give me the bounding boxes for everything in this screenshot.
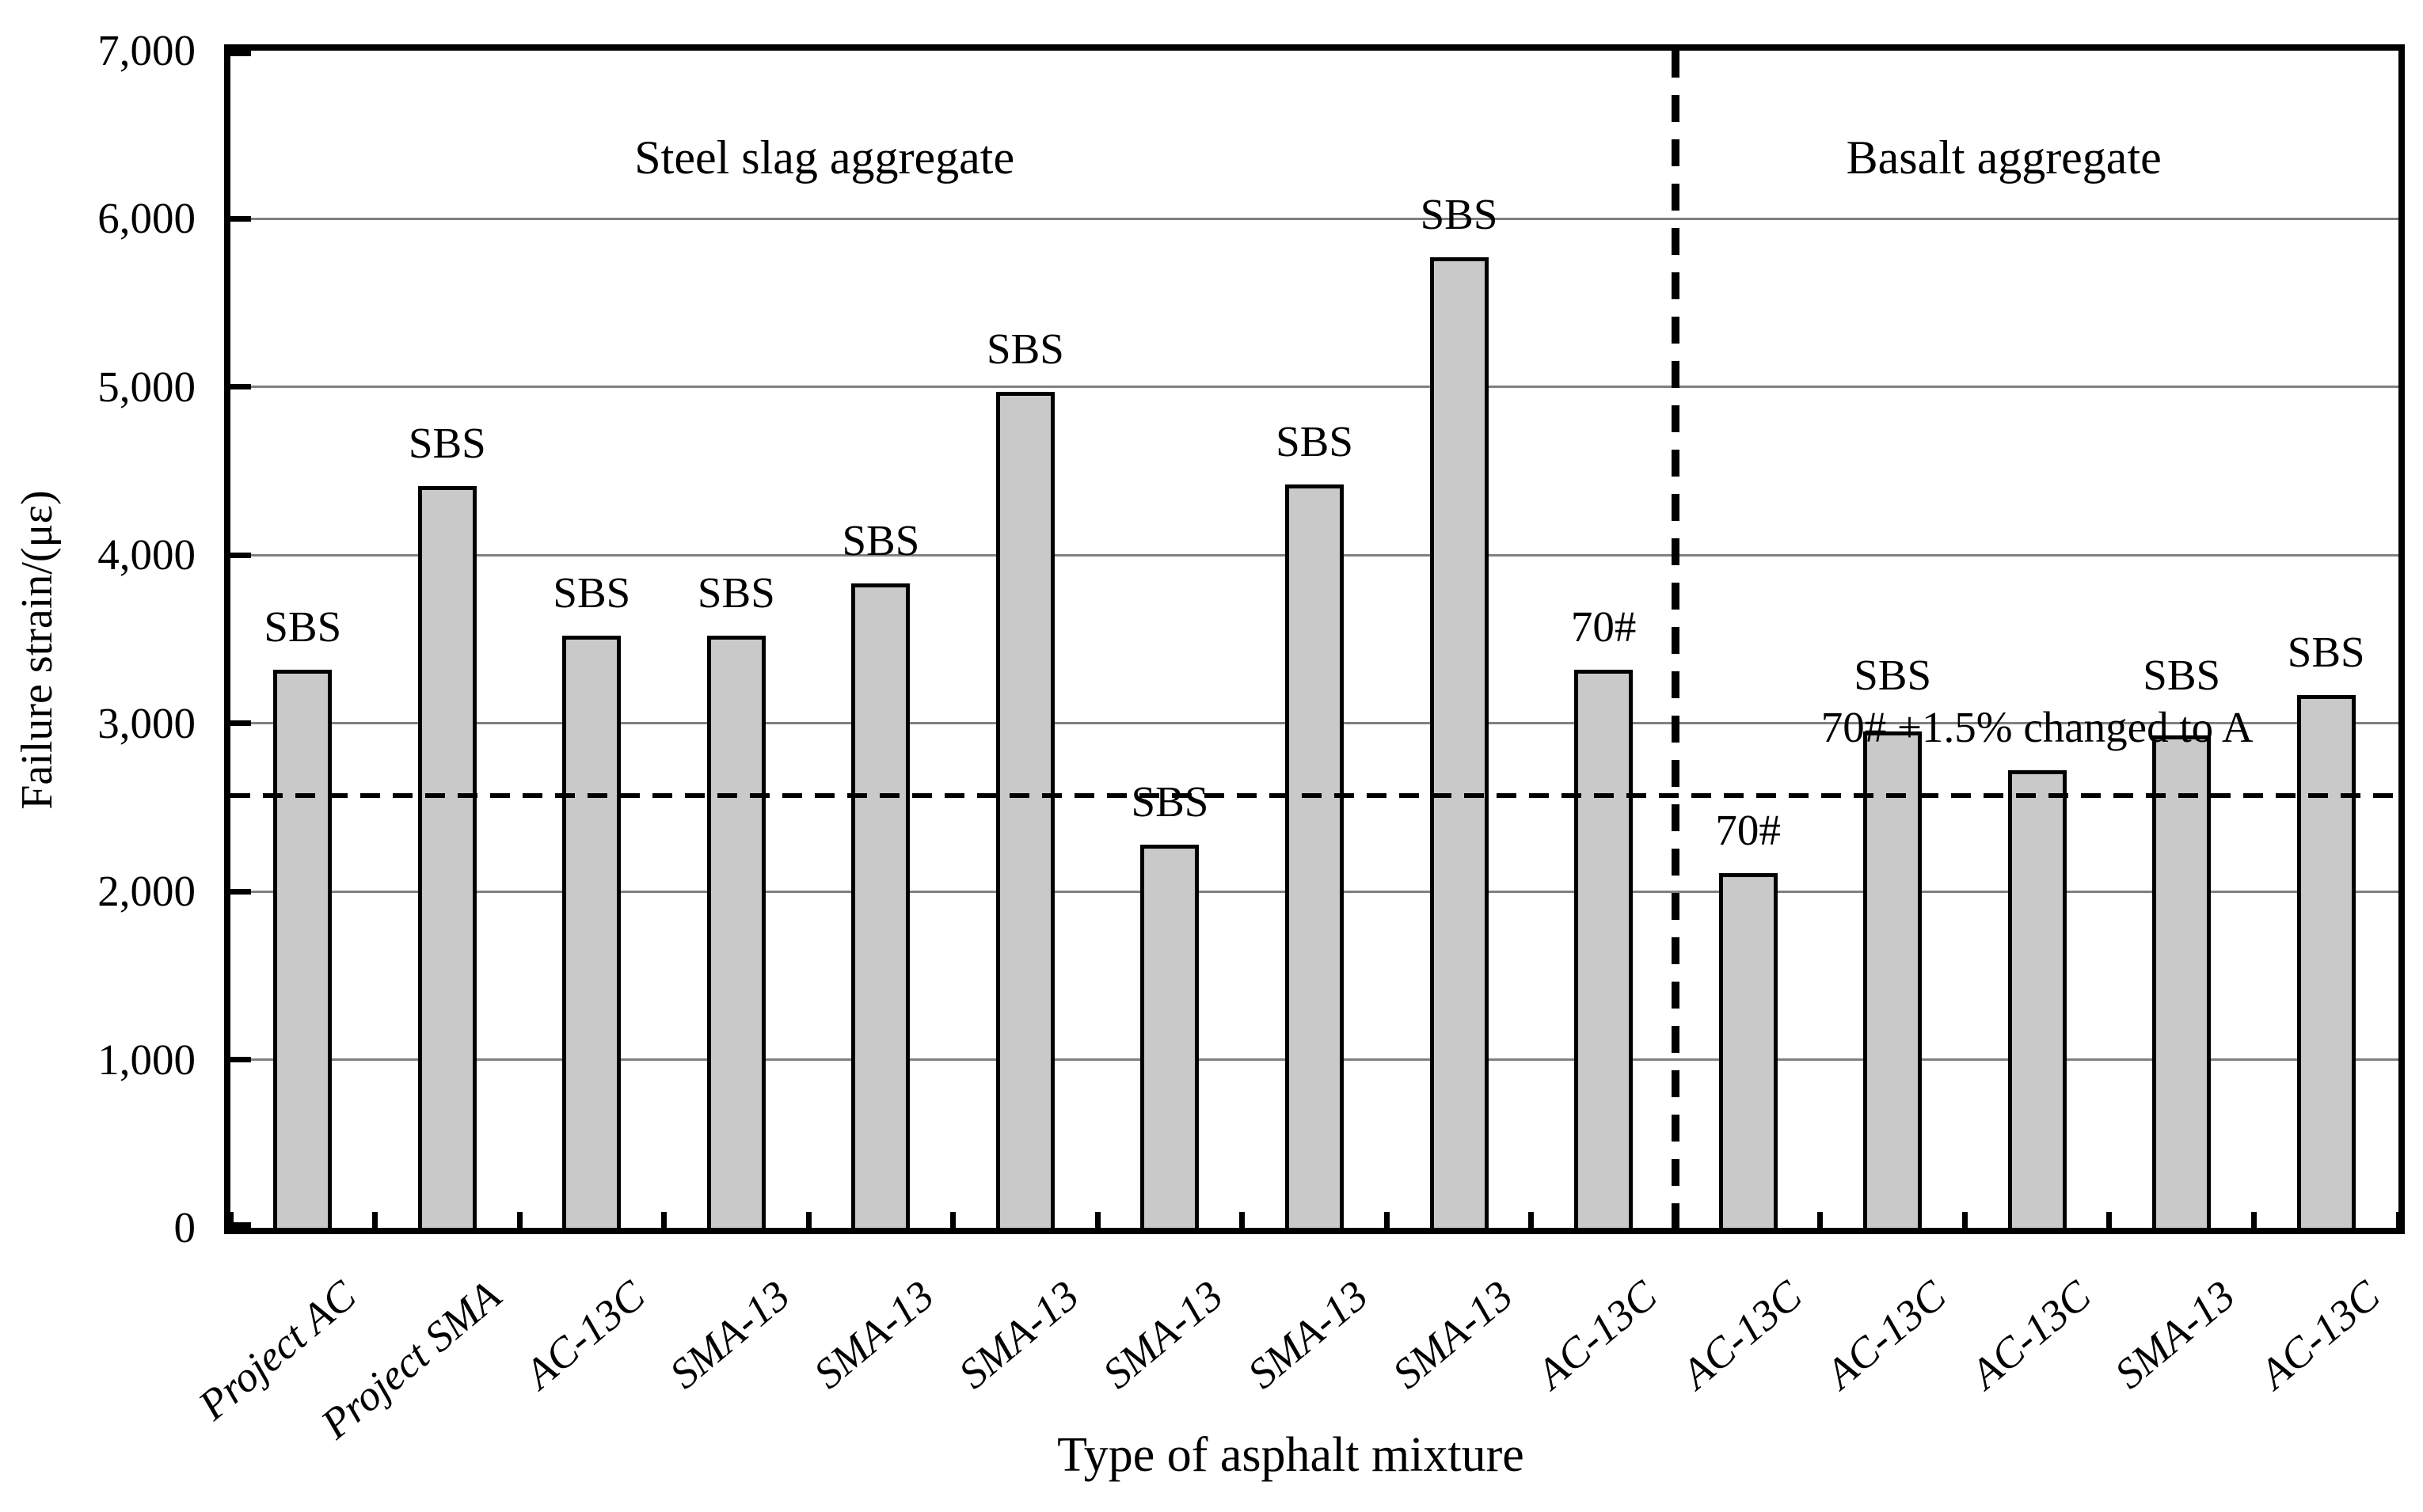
bar-binder-label: SBS [2143, 651, 2221, 700]
bar-sma-13 [706, 636, 766, 1228]
x-axis-tick [1672, 1212, 1679, 1228]
y-tick-label: 0 [173, 1203, 196, 1252]
x-axis-tick [1094, 1212, 1101, 1228]
bar-binder-label: SBS [842, 516, 920, 565]
bar-binder-label: 70# [1570, 602, 1637, 651]
y-axis-tick [230, 1057, 251, 1063]
x-axis-tick [372, 1212, 378, 1228]
bar-ac-13c [1718, 872, 1778, 1228]
gridline-6000 [230, 217, 2398, 220]
bar-binder-label: SBS [1854, 651, 1932, 700]
bar-binder-label: SBS [2287, 627, 2365, 676]
y-tick-label: 2,000 [97, 867, 196, 916]
y-tick-label: 7,000 [97, 26, 196, 74]
x-axis-tick [1961, 1212, 1968, 1228]
plot-area: SBS SBS SBS SBS SBS SBS SBS SBS SBS 70# 70# SBS 70# … [224, 44, 2405, 1234]
x-axis-tick [1528, 1212, 1535, 1228]
bar-sma-13 [2152, 735, 2212, 1228]
bar-binder-label: 70# +1.5% changed to A [1820, 703, 2254, 752]
y-tick-label: 6,000 [97, 194, 196, 243]
y-axis-tick [230, 888, 251, 895]
bar-binder-label: SBS [408, 419, 486, 468]
x-axis-tick [950, 1212, 957, 1228]
bar-sma-13 [1140, 844, 1200, 1228]
y-axis-tick [230, 1222, 251, 1228]
bar-binder-label: SBS [1276, 417, 1353, 466]
bar-binder-label: SBS [264, 602, 342, 651]
bar-sma-13 [1429, 257, 1489, 1228]
bar-ac-13c [1863, 731, 1923, 1228]
bar-ac-13c [1574, 669, 1634, 1228]
x-axis-tick [661, 1212, 668, 1228]
bar-sma-13 [1285, 484, 1344, 1228]
x-axis-tick [1383, 1212, 1390, 1228]
x-axis-tick [227, 1212, 234, 1228]
bar-binder-label: SBS [1131, 777, 1209, 826]
bar-binder-label: 70# [1715, 805, 1781, 854]
y-tick-label: 1,000 [97, 1035, 196, 1084]
x-axis-tick [516, 1212, 523, 1228]
bar-ac-13c [2007, 770, 2067, 1228]
y-axis-tick [230, 215, 251, 222]
bar-project-sma [417, 486, 477, 1228]
x-axis-tick [1817, 1212, 1824, 1228]
bar-binder-label: SBS [553, 568, 631, 617]
reference-dashed-line [230, 793, 2398, 799]
x-axis-tick [1239, 1212, 1246, 1228]
y-tick-label: 3,000 [97, 698, 196, 747]
bar-sma-13 [851, 583, 911, 1228]
y-axis-tick [230, 720, 251, 727]
bar-binder-label: SBS [697, 568, 775, 617]
y-tick-label: 5,000 [97, 362, 196, 411]
gridline-5000 [230, 386, 2398, 389]
section-title-basalt: Basalt aggregate [1846, 131, 2162, 184]
bar-ac-13c [2296, 694, 2356, 1228]
x-axis-title: Type of asphalt mixture [1057, 1428, 1524, 1482]
y-axis-tick [230, 51, 251, 56]
bar-binder-label: SBS [986, 325, 1064, 374]
bar-project-ac [273, 669, 333, 1228]
x-axis-tick [2106, 1212, 2113, 1228]
y-axis-tick [230, 384, 251, 390]
bar-sma-13 [995, 392, 1055, 1228]
y-axis-tick [230, 552, 251, 558]
x-axis-tick [2250, 1212, 2257, 1228]
bar-binder-label: SBS [1420, 190, 1498, 239]
x-category-label: Project AC [189, 1271, 365, 1430]
y-tick-label: 4,000 [97, 530, 196, 579]
section-title-steel-slag: Steel slag aggregate [634, 131, 1015, 184]
section-separator-dashed-line [1672, 51, 1680, 1228]
x-axis-tick [2395, 1212, 2402, 1228]
x-axis-tick [805, 1212, 812, 1228]
bar-ac-13c [562, 636, 622, 1228]
